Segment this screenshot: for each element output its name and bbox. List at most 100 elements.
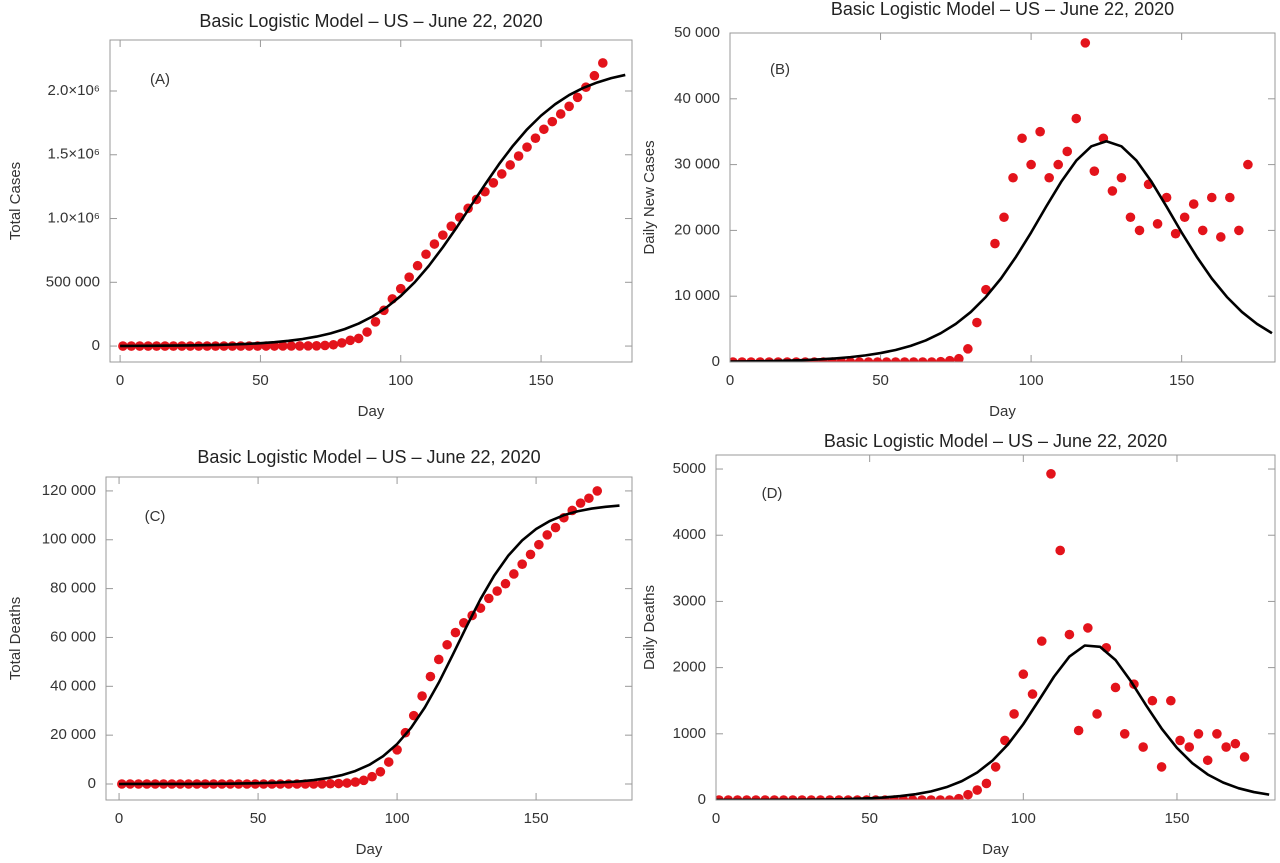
data-point [572, 92, 583, 103]
data-point [375, 766, 386, 777]
data-point [311, 341, 322, 351]
data-point [1156, 762, 1167, 772]
data-point [972, 317, 982, 328]
data-point [1184, 742, 1195, 752]
data-point [1027, 689, 1038, 699]
chart-title: Basic Logistic Model – US – June 22, 202… [824, 431, 1167, 451]
data-point [1073, 725, 1084, 736]
data-point [488, 178, 499, 188]
x-tick-label: 0 [116, 372, 124, 389]
y-tick-label: 50 000 [674, 24, 720, 41]
y-tick-label: 1.5×10⁶ [48, 146, 100, 163]
data-point [575, 498, 586, 508]
data-point [854, 357, 865, 362]
data-point [235, 341, 246, 351]
plot-area [730, 38, 1273, 362]
y-tick-label: 2000 [673, 659, 706, 676]
x-tick-label: 150 [1169, 372, 1194, 389]
data-point [592, 486, 603, 496]
data-point [926, 357, 937, 362]
chart-title: Basic Logistic Model – US – June 22, 202… [197, 447, 540, 467]
data-point [963, 789, 973, 800]
data-point [492, 586, 502, 596]
data-point [362, 327, 372, 337]
data-point [442, 639, 452, 650]
data-point [990, 762, 1001, 772]
data-point [1179, 212, 1190, 223]
data-point [935, 795, 946, 800]
y-tick-label: 100 000 [42, 531, 96, 548]
data-point [972, 785, 983, 795]
y-tick-label: 5000 [673, 460, 706, 477]
y-axis-label: Daily Deaths [641, 585, 658, 670]
x-tick-label: 0 [726, 372, 734, 389]
x-axis-label: Day [358, 403, 385, 420]
data-point [1107, 186, 1118, 196]
data-point [926, 795, 936, 800]
data-point [1009, 709, 1019, 719]
y-tick-label: 30 000 [674, 156, 720, 173]
data-point [1212, 729, 1222, 739]
model-curve [120, 73, 626, 348]
data-point [1152, 219, 1163, 229]
y-tick-label: 80 000 [50, 580, 96, 597]
data-point [505, 160, 515, 170]
data-point [1202, 755, 1213, 766]
data-point [907, 795, 918, 800]
x-tick-label: 100 [1011, 810, 1036, 827]
x-tick-label: 150 [524, 810, 549, 827]
panel: Basic Logistic Model – US – June 22, 202… [641, 431, 1276, 858]
plot-frame [109, 39, 633, 363]
data-point [404, 272, 414, 282]
x-tick-label: 100 [388, 372, 413, 389]
y-tick-label: 0 [88, 775, 96, 792]
chart-title: Basic Logistic Model – US – June 22, 202… [831, 0, 1174, 19]
data-point [555, 109, 566, 119]
data-point [1026, 159, 1036, 170]
data-point [1110, 682, 1121, 693]
y-tick-label: 20 000 [50, 726, 96, 743]
data-point [337, 338, 347, 348]
x-axis-label: Day [356, 841, 383, 858]
data-point [278, 341, 288, 351]
plot-area [117, 486, 620, 789]
plot-frame [715, 454, 1276, 801]
x-tick-label: 100 [385, 810, 410, 827]
model-curve [119, 504, 620, 786]
data-point [598, 58, 608, 68]
data-point [383, 757, 394, 767]
data-point [1000, 735, 1010, 746]
panel-label: (A) [150, 71, 170, 88]
model-curve [730, 139, 1273, 362]
data-point [1083, 623, 1093, 633]
data-point [303, 341, 313, 351]
data-point [320, 340, 330, 351]
data-point [1044, 172, 1054, 183]
data-point [500, 578, 511, 589]
data-point [539, 124, 549, 135]
data-point [1197, 225, 1208, 236]
data-point [395, 283, 406, 294]
x-tick-label: 150 [1164, 810, 1189, 827]
data-point [1206, 192, 1217, 203]
x-tick-label: 50 [252, 372, 269, 389]
data-point [1089, 166, 1100, 176]
panel-label: (D) [762, 485, 783, 502]
y-tick-label: 0 [92, 337, 100, 354]
data-point [963, 344, 973, 354]
data-point [446, 221, 457, 231]
data-point [981, 778, 992, 789]
data-point [517, 559, 527, 569]
data-point [1138, 742, 1148, 752]
y-tick-label: 10 000 [674, 287, 720, 304]
data-point [953, 793, 964, 800]
data-point [1018, 669, 1029, 680]
data-point [1116, 172, 1127, 183]
data-point [990, 238, 1000, 249]
data-point [1175, 735, 1185, 746]
data-point [1216, 232, 1226, 242]
data-point [1062, 146, 1073, 157]
data-point [999, 212, 1009, 223]
data-point [227, 341, 238, 351]
data-point [890, 357, 901, 362]
